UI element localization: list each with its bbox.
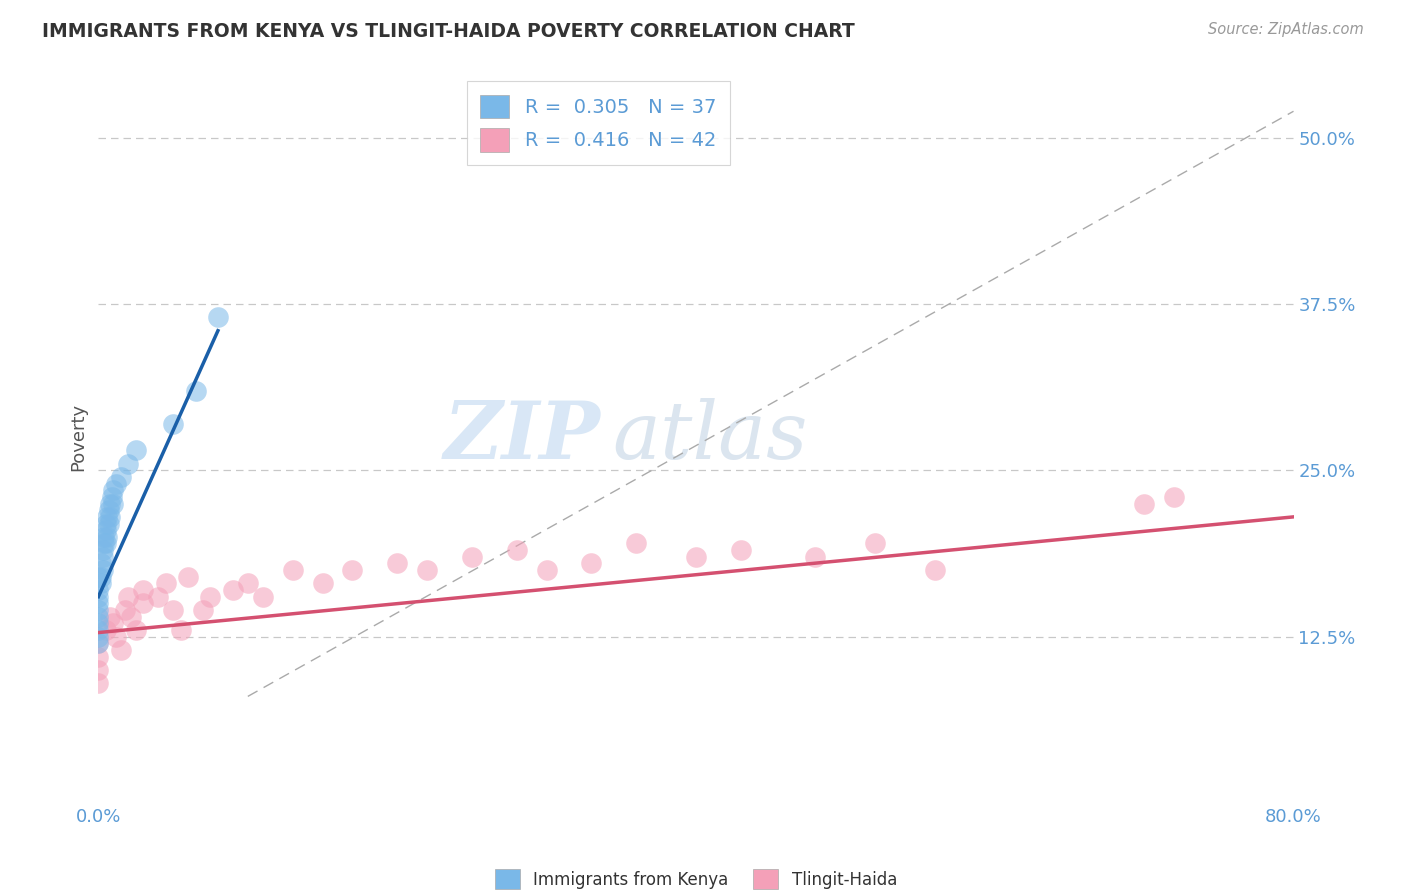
- Point: [132, 582, 155, 597]
- Point: [1163, 490, 1185, 504]
- Text: atlas: atlas: [613, 399, 807, 475]
- Point: [311, 576, 333, 591]
- Point: [177, 570, 200, 584]
- Point: [626, 536, 648, 550]
- Point: [87, 636, 110, 650]
- Point: [1133, 497, 1156, 511]
- Point: [114, 603, 136, 617]
- Point: [155, 576, 177, 591]
- Point: [132, 596, 155, 610]
- Point: [97, 516, 120, 531]
- Point: [461, 549, 484, 564]
- Point: [96, 530, 118, 544]
- Point: [94, 523, 117, 537]
- Point: [87, 636, 110, 650]
- Point: [87, 676, 110, 690]
- Legend: Immigrants from Kenya, Tlingit-Haida: Immigrants from Kenya, Tlingit-Haida: [488, 863, 904, 892]
- Point: [865, 536, 887, 550]
- Point: [169, 623, 191, 637]
- Point: [94, 516, 117, 531]
- Point: [87, 603, 110, 617]
- Point: [125, 623, 148, 637]
- Point: [87, 623, 110, 637]
- Point: [148, 590, 170, 604]
- Point: [91, 549, 114, 564]
- Point: [90, 576, 112, 591]
- Point: [105, 476, 128, 491]
- Point: [536, 563, 558, 577]
- Point: [93, 530, 115, 544]
- Y-axis label: Poverty: Poverty: [69, 403, 87, 471]
- Point: [110, 643, 132, 657]
- Point: [110, 470, 132, 484]
- Point: [117, 457, 139, 471]
- Point: [191, 603, 214, 617]
- Point: [120, 609, 142, 624]
- Point: [200, 590, 222, 604]
- Point: [103, 483, 125, 498]
- Point: [87, 609, 110, 624]
- Point: [100, 509, 122, 524]
- Point: [87, 663, 110, 677]
- Point: [87, 616, 110, 631]
- Point: [87, 590, 110, 604]
- Point: [94, 536, 117, 550]
- Point: [87, 596, 110, 610]
- Point: [103, 616, 125, 631]
- Point: [100, 609, 122, 624]
- Point: [924, 563, 946, 577]
- Point: [342, 563, 364, 577]
- Point: [100, 497, 122, 511]
- Point: [804, 549, 827, 564]
- Point: [385, 557, 409, 571]
- Point: [184, 384, 207, 398]
- Text: IMMIGRANTS FROM KENYA VS TLINGIT-HAIDA POVERTY CORRELATION CHART: IMMIGRANTS FROM KENYA VS TLINGIT-HAIDA P…: [42, 22, 855, 41]
- Point: [105, 630, 128, 644]
- Point: [125, 443, 148, 458]
- Point: [117, 590, 139, 604]
- Point: [581, 557, 603, 571]
- Point: [207, 310, 229, 325]
- Point: [91, 543, 114, 558]
- Point: [252, 590, 274, 604]
- Point: [90, 570, 112, 584]
- Point: [101, 490, 124, 504]
- Point: [87, 570, 110, 584]
- Point: [103, 497, 125, 511]
- Point: [93, 536, 115, 550]
- Point: [685, 549, 707, 564]
- Point: [281, 563, 304, 577]
- Point: [236, 576, 259, 591]
- Text: Source: ZipAtlas.com: Source: ZipAtlas.com: [1208, 22, 1364, 37]
- Point: [87, 582, 110, 597]
- Point: [87, 649, 110, 664]
- Point: [90, 557, 112, 571]
- Point: [97, 503, 120, 517]
- Point: [416, 563, 439, 577]
- Point: [222, 582, 245, 597]
- Point: [94, 623, 117, 637]
- Point: [162, 603, 184, 617]
- Point: [96, 509, 118, 524]
- Point: [91, 563, 114, 577]
- Point: [162, 417, 184, 431]
- Text: ZIP: ZIP: [443, 399, 600, 475]
- Point: [506, 543, 529, 558]
- Point: [730, 543, 752, 558]
- Point: [87, 630, 110, 644]
